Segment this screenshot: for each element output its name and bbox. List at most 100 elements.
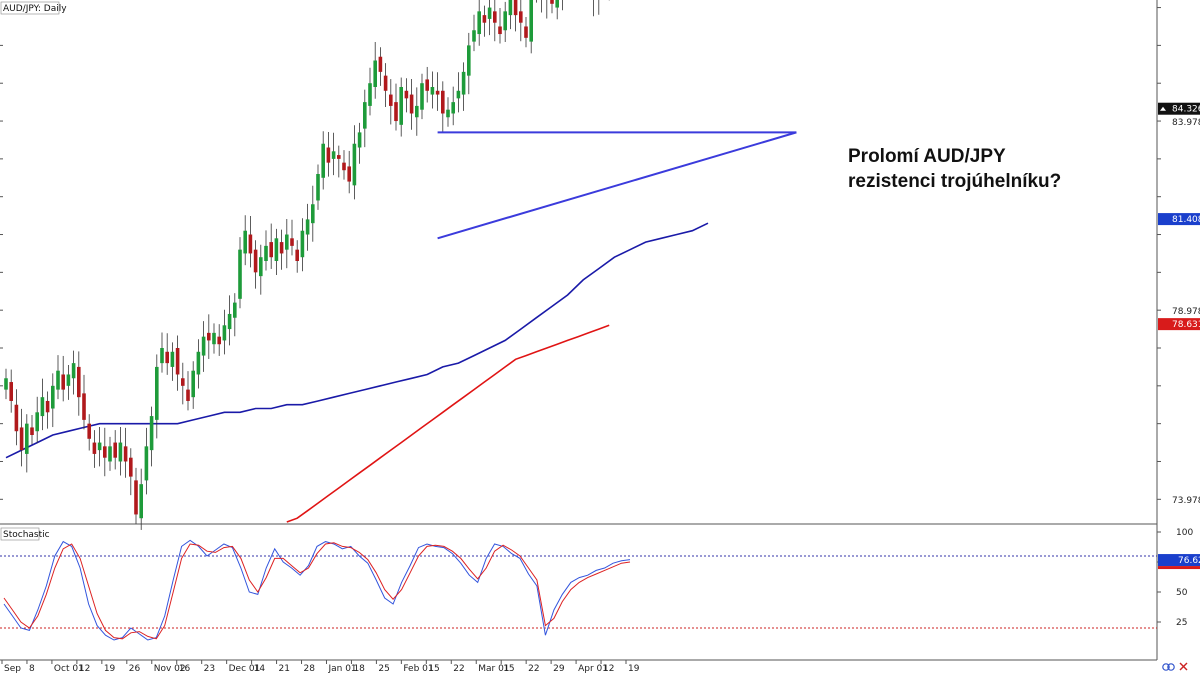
candle-body	[51, 385, 55, 409]
candle-body	[441, 90, 445, 114]
trendline	[437, 131, 797, 240]
time-tick-label: Jan 01	[327, 664, 356, 674]
close-chart-icon[interactable]	[1179, 662, 1188, 671]
candle-body	[129, 457, 133, 477]
time-tick-label: 15	[503, 664, 514, 674]
candle-body	[71, 363, 76, 379]
candle-body	[425, 79, 429, 91]
candle-body	[383, 75, 388, 91]
time-tick-label: 15	[428, 664, 439, 674]
candle-body	[295, 249, 299, 261]
link-icon[interactable]	[1162, 663, 1175, 671]
time-tick-label: 28	[304, 664, 316, 674]
candle-body	[45, 400, 50, 413]
time-tick-label: 26	[129, 664, 141, 674]
candle-body	[35, 412, 39, 432]
candle-body	[373, 60, 377, 87]
candle-body	[368, 83, 372, 106]
candle-body	[311, 204, 315, 224]
candle-body	[139, 484, 143, 519]
candle-body	[233, 302, 237, 318]
candle-body	[508, 0, 513, 16]
time-tick-label: 12	[79, 664, 90, 674]
annotation-line-2: rezistenci trojúhelníku?	[848, 171, 1061, 192]
ma-fast-line	[5, 222, 709, 459]
time-tick-label: 18	[353, 664, 365, 674]
candle-body	[14, 404, 19, 432]
candle-body	[30, 427, 34, 435]
candle-body	[66, 374, 71, 386]
ma-slow-line	[286, 324, 610, 523]
stochastic-K-line	[3, 539, 631, 641]
time-tick-label: 19	[628, 664, 640, 674]
indicator-label-box	[0, 527, 40, 541]
candle-body	[279, 242, 284, 254]
candle-body	[331, 151, 336, 159]
last-price-arrow	[1160, 106, 1166, 111]
candle-body	[316, 174, 320, 201]
price-tag-label: 78.978	[1172, 307, 1200, 317]
candle-body	[467, 45, 471, 76]
annotation-line-1: Prolomí AUD/JPY	[848, 146, 1006, 167]
candle-body	[25, 423, 29, 454]
candle-body	[212, 332, 216, 345]
candle-body	[300, 230, 305, 258]
candle-body	[82, 393, 86, 420]
candle-body	[321, 143, 325, 178]
candle-body	[472, 30, 476, 42]
stochastic-D-line	[3, 542, 631, 640]
candle-body	[269, 242, 273, 258]
candle-body	[19, 427, 24, 451]
candle-body	[77, 366, 81, 398]
candle-body	[160, 348, 164, 364]
time-tick-label: Dec 01	[229, 664, 261, 674]
stochastic-lines	[3, 539, 631, 641]
candle-body	[165, 351, 169, 364]
price-tag-bg	[1158, 213, 1200, 226]
candle-body	[259, 257, 263, 277]
candle-body	[409, 94, 414, 114]
candle-body	[40, 397, 45, 417]
candle-body	[4, 378, 8, 390]
candle-body	[285, 234, 289, 250]
candle-body	[181, 378, 185, 386]
candle-body	[487, 7, 492, 19]
candle-body	[207, 332, 211, 341]
price-axis-ticks	[0, 7, 1161, 500]
candle-body	[498, 26, 502, 35]
candle-body	[524, 26, 528, 38]
stochastic-axis: 10075502576.62	[1157, 528, 1200, 628]
time-tick-label: 12	[603, 664, 614, 674]
time-tick-label: Feb 01	[403, 664, 433, 674]
candle-body	[493, 11, 497, 23]
candle-body	[347, 166, 351, 182]
stoch-value-tag-d	[1158, 566, 1200, 570]
time-tick-label: 16	[179, 664, 191, 674]
time-tick-label: Oct 01	[54, 664, 84, 674]
price-tag-bg	[1158, 102, 1200, 115]
candle-body	[451, 102, 455, 114]
candle-body	[155, 366, 159, 420]
stoch-value-label: 76.62	[1178, 556, 1200, 566]
time-tick-label: 29	[553, 664, 565, 674]
candle-body	[513, 0, 518, 16]
price-tag-label: 81.408	[1172, 215, 1200, 225]
time-tick-label: Nov 02	[154, 664, 186, 674]
candle-body	[420, 83, 424, 110]
moving-averages	[5, 222, 709, 523]
candle-body	[134, 480, 138, 515]
candle-body	[456, 90, 461, 99]
price-tag-bg	[1158, 318, 1200, 331]
candle-body	[186, 389, 190, 401]
candle-body	[529, 0, 533, 42]
candle-body	[430, 87, 435, 95]
time-tick-label: 14	[254, 664, 266, 674]
time-tick-label: 22	[453, 664, 464, 674]
triangle-trendlines	[437, 131, 797, 240]
candle-body	[363, 102, 367, 129]
price-tag-label: 73.978	[1172, 496, 1200, 506]
candle-body	[149, 416, 154, 451]
candle-body	[217, 336, 221, 345]
